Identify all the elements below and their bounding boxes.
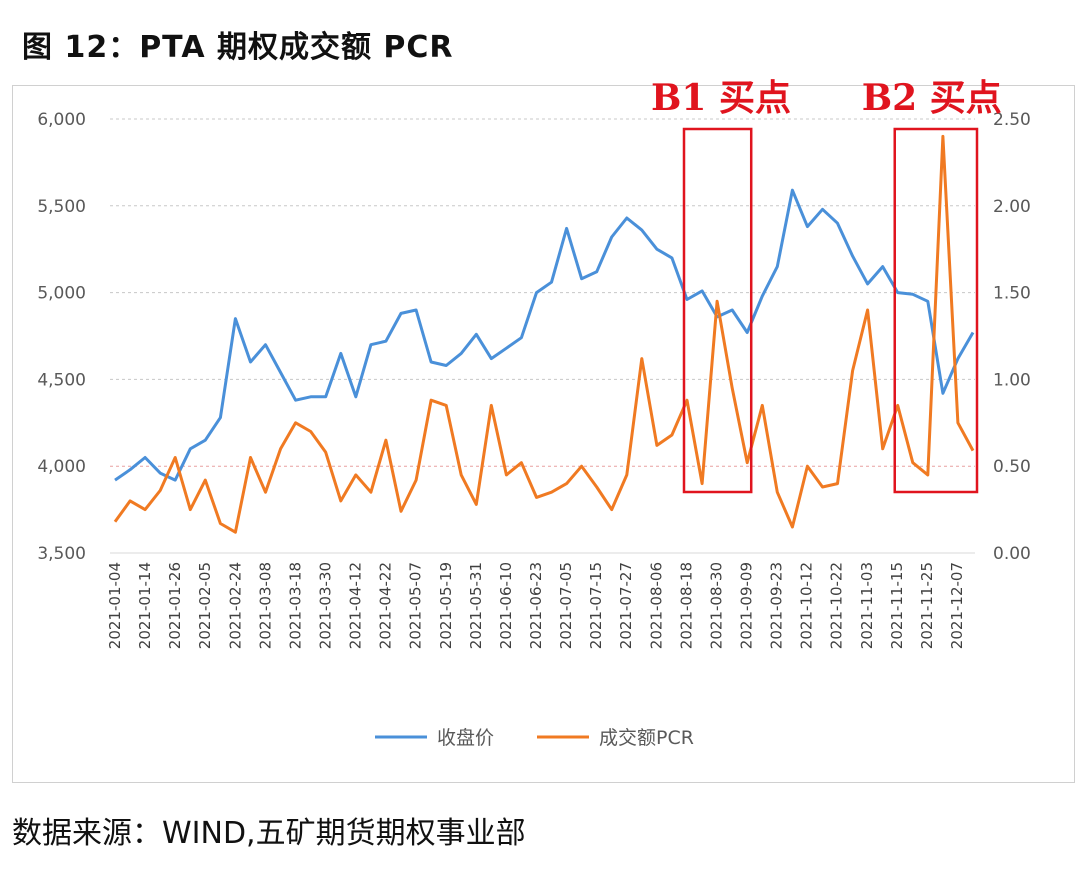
legend-label: 成交额PCR — [599, 727, 694, 749]
right-tick-label: 1.00 — [993, 370, 1031, 390]
x-tick-label: 2021-01-26 — [166, 562, 184, 649]
right-axis-ticks: 0.00 0.50 1.00 1.50 2.00 2.50 — [993, 110, 1031, 564]
buy-point-label: B2 买点 — [862, 77, 1002, 119]
x-tick-label: 2021-04-12 — [347, 562, 365, 649]
right-tick-label: 0.00 — [993, 544, 1031, 564]
left-tick-label: 4,500 — [37, 370, 86, 390]
pcr-line — [113, 134, 975, 534]
left-axis-ticks: 3,500 4,000 4,500 5,000 5,500 6,000 — [37, 110, 86, 564]
right-tick-label: 2.00 — [993, 197, 1031, 217]
x-tick-label: 2021-05-19 — [437, 562, 455, 649]
right-tick-label: 0.50 — [993, 457, 1031, 477]
x-tick-label: 2021-08-18 — [677, 562, 695, 649]
x-tick-label: 2021-03-18 — [286, 562, 304, 649]
left-tick-label: 5,500 — [37, 197, 86, 217]
legend-label: 收盘价 — [437, 727, 494, 749]
x-tick-label: 2021-10-12 — [798, 562, 816, 649]
chart-frame — [12, 85, 1075, 783]
buy-point-box — [682, 127, 753, 494]
gridlines — [110, 118, 975, 554]
x-tick-label: 2021-07-05 — [557, 562, 575, 649]
left-tick-label: 5,000 — [37, 284, 86, 304]
x-tick-label: 2021-04-22 — [377, 562, 395, 649]
x-tick-label: 2021-09-09 — [738, 562, 756, 649]
legend: 收盘价 成交额PCR — [375, 727, 694, 749]
x-tick-label: 2021-09-23 — [768, 562, 786, 649]
x-tick-label: 2021-08-06 — [647, 562, 665, 649]
right-tick-label: 2.50 — [993, 110, 1031, 130]
x-tick-label: 2021-08-30 — [707, 562, 725, 649]
left-tick-label: 3,500 — [37, 544, 86, 564]
x-tick-label: 2021-02-24 — [226, 562, 244, 649]
right-tick-label: 1.50 — [993, 284, 1031, 304]
x-tick-label: 2021-05-07 — [407, 562, 425, 649]
x-tick-label: 2021-11-15 — [888, 562, 906, 649]
annotations: B1 买点 B2 买点 — [651, 77, 1002, 494]
x-tick-label: 2021-06-23 — [527, 562, 545, 649]
x-axis-ticks: 2021-01-04 2021-01-14 2021-01-26 2021-02-05… — [106, 562, 966, 649]
x-tick-label: 2021-06-10 — [497, 562, 515, 649]
x-tick-label: 2021-05-31 — [467, 562, 485, 649]
x-tick-label: 2021-01-04 — [106, 562, 124, 649]
figure-title: 图 12：PTA 期权成交额 PCR — [22, 30, 454, 65]
series-lines — [113, 134, 975, 534]
left-tick-label: 6,000 — [37, 110, 86, 130]
buy-point-box — [893, 127, 979, 494]
x-tick-label: 2021-07-27 — [617, 562, 635, 649]
x-tick-label: 2021-12-07 — [948, 562, 966, 649]
x-tick-label: 2021-11-03 — [858, 562, 876, 649]
source-note: 数据来源：WIND,五矿期货期权事业部 — [12, 816, 526, 851]
x-tick-label: 2021-03-30 — [317, 562, 335, 649]
x-tick-label: 2021-07-15 — [587, 562, 605, 649]
x-tick-label: 2021-03-08 — [256, 562, 274, 649]
x-tick-label: 2021-02-05 — [196, 562, 214, 649]
left-tick-label: 4,000 — [37, 457, 86, 477]
x-tick-label: 2021-01-14 — [136, 562, 154, 649]
x-tick-label: 2021-11-25 — [918, 562, 936, 649]
close-price-line — [114, 188, 975, 482]
buy-point-label: B1 买点 — [651, 77, 791, 119]
x-tick-label: 2021-10-22 — [828, 562, 846, 649]
